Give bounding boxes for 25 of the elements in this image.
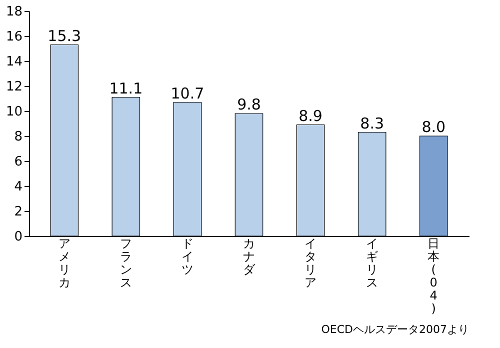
y-tick-label: 14 bbox=[6, 54, 22, 70]
y-tick-label: 2 bbox=[14, 204, 22, 220]
x-tick-label: ドイツ bbox=[181, 236, 194, 276]
data-label: 10.7 bbox=[170, 84, 204, 102]
data-label: 8.0 bbox=[422, 118, 446, 136]
data-label: 15.3 bbox=[48, 26, 82, 45]
data-label: 9.8 bbox=[237, 96, 261, 114]
x-tick-label: フランス bbox=[120, 236, 132, 290]
y-tick-label: 18 bbox=[6, 4, 22, 20]
y-tick-label: 4 bbox=[14, 180, 22, 194]
x-tick-label: イタリア bbox=[304, 236, 317, 290]
y-tick-label: 0 bbox=[14, 230, 22, 244]
x-tick-label: アメリカ bbox=[58, 236, 70, 290]
x-tick-label: カナダ bbox=[243, 236, 256, 276]
y-tick-label: 6 bbox=[14, 154, 22, 170]
y-tick-label: 8 bbox=[14, 130, 22, 144]
y-tick-label: 12 bbox=[6, 80, 22, 94]
x-tick-label: イギリス bbox=[366, 236, 378, 290]
data-label: 11.1 bbox=[109, 79, 143, 98]
data-label: 8.3 bbox=[360, 114, 384, 132]
text: OECDヘルスデータ2007より bbox=[321, 323, 469, 336]
x-tick-label: 日本(04) bbox=[428, 236, 440, 316]
y-tick-label: 10 bbox=[6, 104, 22, 120]
y-tick-label: 16 bbox=[6, 30, 22, 44]
data-label: 8.9 bbox=[298, 106, 322, 125]
